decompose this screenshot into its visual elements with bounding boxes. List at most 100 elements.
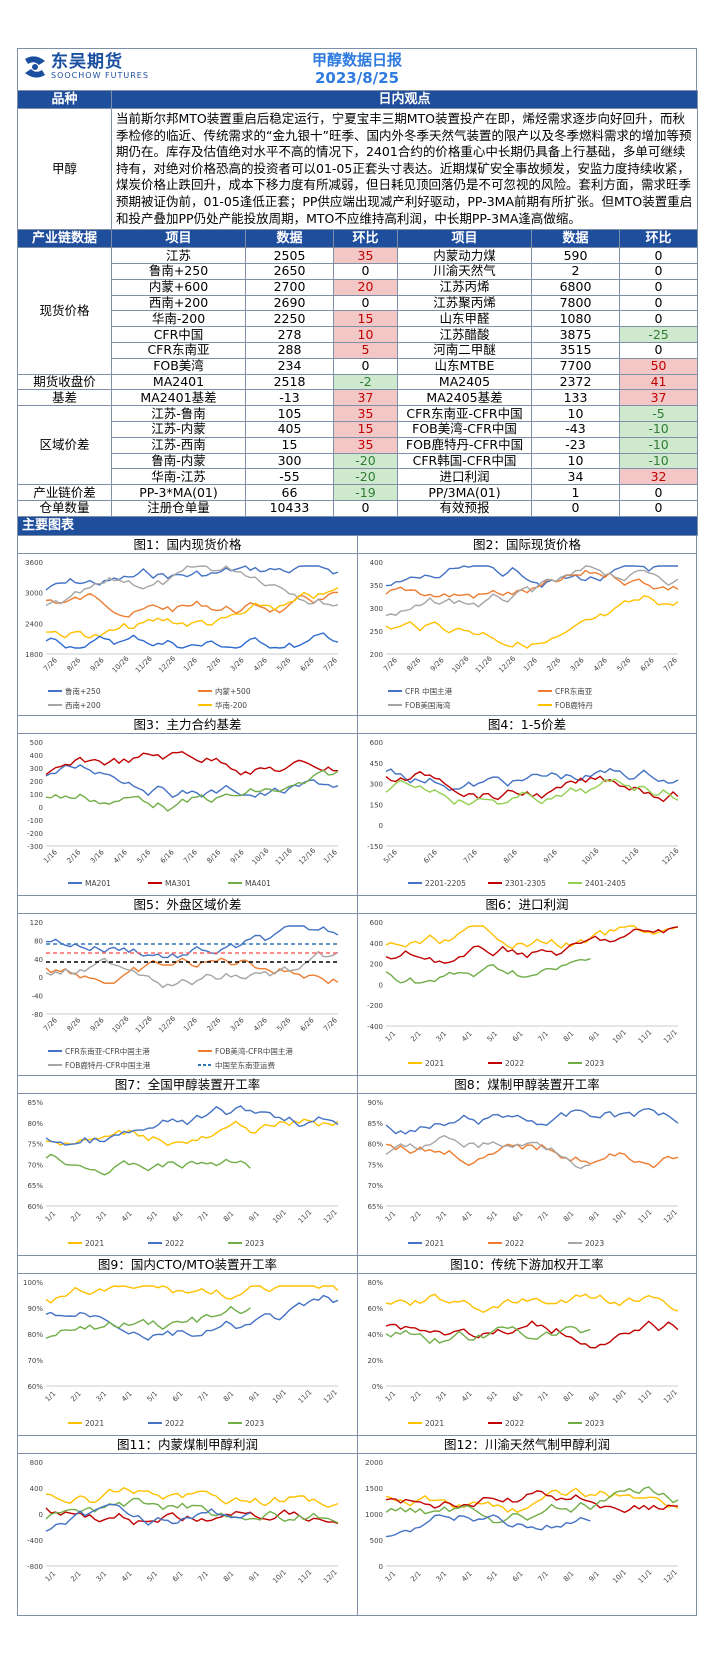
region-cell: 32 (618, 468, 699, 486)
spot-cell: -25 (618, 326, 699, 343)
x-tick-label: 2/1 (409, 1209, 423, 1223)
x-tick-label: 9/1 (247, 1389, 261, 1403)
spot-cell: 2690 (245, 294, 334, 312)
region-cell: -20 (333, 452, 398, 470)
spot-row: 内蒙+600 2700 20 江苏丙烯 6800 0 (18, 278, 699, 296)
y-tick-label: 0 (379, 981, 383, 989)
y-tick-label: 200 (30, 778, 43, 786)
chart-2: 图2：国际现货价格 400 350 300 250 200 7/26 8/26 9/26 10/2… (357, 535, 697, 716)
x-tick-label: 1/1 (44, 1209, 58, 1223)
series-line (45, 1294, 339, 1341)
series-line (45, 1503, 251, 1532)
region-cell: CFR东南亚-CFR中国 (397, 405, 532, 422)
spot-cell: 0 (618, 294, 699, 312)
x-tick-label: 5/26 (276, 1016, 293, 1033)
legend-label: 2301-2305 (505, 879, 546, 888)
series-line (385, 569, 679, 599)
x-tick-label: 3/1 (435, 1209, 449, 1223)
chain-cell: 0 (618, 484, 699, 501)
y-tick-label: 3600 (25, 559, 43, 567)
x-tick-label: 11/1 (637, 1388, 654, 1405)
logo-mark-icon (22, 55, 48, 79)
series-line (45, 1284, 339, 1304)
spot-cell: 0 (618, 247, 699, 264)
y-tick-label: -800 (27, 1563, 43, 1571)
chain-cell: 产业链价差 (17, 484, 112, 501)
x-tick-label: 8/1 (222, 1209, 236, 1223)
x-tick-label: 10/26 (451, 654, 471, 674)
spot-cell: CFR中国 (111, 326, 246, 343)
spot-cell: 0 (333, 262, 398, 280)
y-tick-label: 80% (367, 1140, 383, 1148)
x-tick-label: 1/1 (384, 1569, 398, 1583)
y-tick-label: 40% (367, 1331, 383, 1339)
spot-cell: 江苏醋酸 (397, 326, 532, 343)
x-tick-label: 5/1 (486, 1029, 500, 1043)
warehouse-cell: 有效预报 (397, 499, 532, 517)
region-row: 鲁南-内蒙 300 -20 CFR韩国-CFR中国 10 -10 (18, 452, 699, 470)
warehouse-cell: 0 (531, 499, 620, 517)
x-tick-label: 3/1 (435, 1389, 449, 1403)
spot-cell: 0 (618, 341, 699, 359)
chart-grid: 图1：国内现货价格 3600 3000 2400 1800 7/26 8/26 9/26 10/… (17, 535, 697, 1616)
chart-7: 图7：全国甲醇装置开工率 85% 80% 75% 70% 65% 60% 1/1 2/1 3/1 4… (17, 1075, 357, 1256)
x-tick-label: 9/1 (587, 1389, 601, 1403)
x-tick-label: 4/16 (112, 848, 129, 865)
chain-cell: PP-3*MA(01) (111, 484, 246, 501)
basis-cell: MA2405基差 (397, 389, 532, 407)
x-tick-label: 12/1 (322, 1388, 339, 1405)
spot-cell: 3515 (531, 341, 620, 359)
spot-cell: 0 (618, 278, 699, 296)
y-tick-label: 0 (379, 1563, 383, 1571)
region-cell: 10 (531, 452, 620, 470)
spot-cell: 内蒙+600 (111, 278, 246, 296)
series-line (385, 564, 678, 588)
spot-cell: 内蒙动力煤 (397, 247, 532, 264)
x-tick-label: 8/26 (66, 656, 83, 673)
series-line (385, 1134, 591, 1169)
series-line (45, 1486, 339, 1508)
region-cell: -55 (245, 468, 334, 486)
y-tick-label: -200 (27, 830, 43, 838)
x-tick-label: 7/1 (197, 1209, 211, 1223)
chart-5: 图5：外盘区域价差 120 80 40 0 -40 -80 7/26 8/26 9/26 10/26… (17, 895, 357, 1076)
chart-3: 图3：主力合约基差 500 400 300 200 100 0 -100 -200 -300 1/1… (17, 715, 357, 896)
warehouse-cell: 注册仓单量 (111, 499, 246, 517)
y-tick-label: 150 (370, 801, 383, 809)
x-tick-label: 9/1 (587, 1569, 601, 1583)
series-line (45, 1497, 339, 1524)
spot-cell: 2250 (245, 310, 334, 328)
spot-cell: 2700 (245, 278, 334, 296)
x-tick-label: 1/16 (42, 848, 59, 865)
x-tick-label: 1/16 (322, 848, 339, 865)
series-line (385, 564, 679, 616)
warehouse-cell: 10433 (245, 499, 334, 517)
y-tick-label: 300 (370, 605, 383, 613)
region-cell: 进口利润 (397, 468, 532, 486)
x-tick-label: 11/1 (637, 1028, 654, 1045)
x-tick-label: 7/26 (42, 1016, 59, 1033)
spot-cell: 河南二甲醚 (397, 341, 532, 359)
spot-cell: 山东MTBE (397, 357, 532, 375)
series-line (45, 564, 339, 607)
legend-label: 2021 (85, 1239, 104, 1248)
x-tick-label: 12/26 (497, 654, 517, 674)
x-tick-label: 12/1 (322, 1568, 339, 1585)
x-tick-label: 7/1 (537, 1569, 551, 1583)
y-tick-label: 600 (370, 919, 383, 927)
spot-cell: 20 (333, 278, 398, 296)
spot-cell: 5 (333, 341, 398, 359)
series-line (385, 1325, 591, 1344)
spot-label: 现货价格 (17, 247, 112, 375)
region-cell: 15 (333, 420, 398, 438)
y-tick-label: 2000 (365, 1459, 383, 1467)
x-tick-label: 1/1 (44, 1389, 58, 1403)
basis-row: 基差 MA2401基差 -13 37 MA2405基差 133 37 (17, 389, 699, 407)
series-line (385, 594, 679, 649)
series-line (385, 1293, 679, 1313)
series-line (45, 950, 339, 988)
x-tick-label: 6/16 (159, 848, 176, 865)
